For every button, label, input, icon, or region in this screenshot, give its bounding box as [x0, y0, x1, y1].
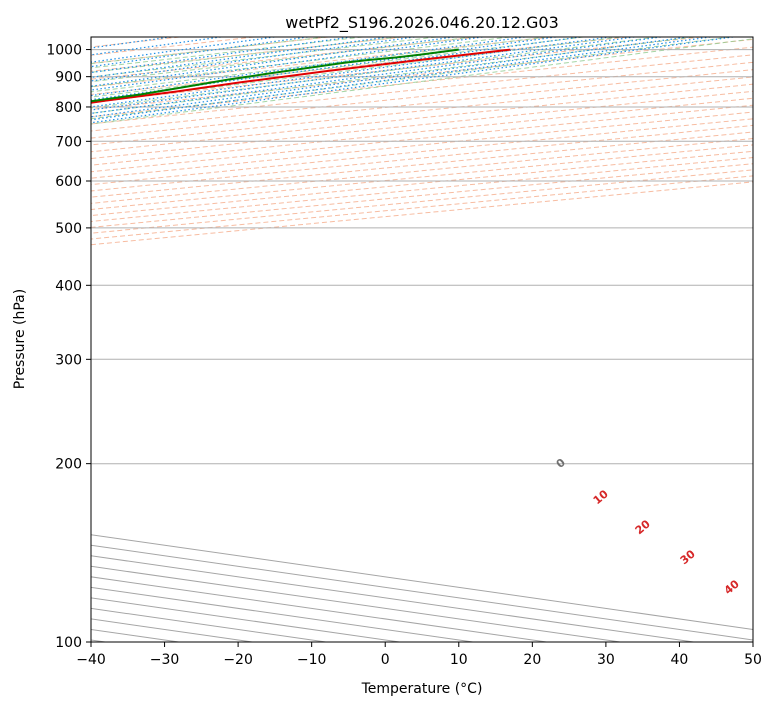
moist-adiabat: [91, 37, 584, 98]
moist-adiabat: [91, 37, 547, 93]
mixing-ratio-line: [91, 37, 581, 104]
mixing-ratio-line: [91, 37, 661, 115]
moist-adiabat: [91, 38, 753, 125]
x-axis: −40 −30 −20 −10 0 10 20 30 40 50: [76, 642, 762, 668]
moist-adiabat: [91, 37, 437, 78]
mixing-ratio-line: [91, 37, 275, 63]
x-axis-label: Temperature (°C): [361, 681, 483, 697]
temperature-marker-label: 30: [678, 547, 698, 567]
isotherm: [91, 586, 473, 642]
mixing-ratio-line: [91, 37, 483, 91]
moist-adiabat: [91, 37, 510, 88]
dry-adiabat: [91, 76, 753, 146]
y-tick-label: 900: [55, 70, 82, 86]
dry-adiabat: [91, 37, 404, 72]
dry-adiabat: [91, 54, 753, 125]
y-tick-label: 100: [55, 635, 82, 651]
x-tick-label: 20: [523, 652, 541, 668]
x-tick-label: −30: [150, 652, 180, 668]
mixing-ratio-line: [91, 37, 611, 108]
dry-adiabat: [91, 37, 627, 96]
dry-adiabat: [91, 37, 553, 88]
dry-adiabat: [91, 61, 753, 132]
plot-frame: [90, 36, 754, 643]
isotherm: [91, 544, 753, 641]
moist-adiabat: [91, 37, 400, 73]
background-lines: [91, 37, 753, 642]
isotherm: [91, 618, 253, 642]
dry-adiabat: [91, 175, 753, 240]
moist-adiabat: [91, 37, 473, 83]
y-tick-label: 400: [55, 278, 82, 294]
dry-adiabat: [91, 37, 329, 64]
mixing-ratio-line: [91, 37, 352, 74]
moist-adiabat: [91, 37, 363, 69]
x-tick-label: 10: [450, 652, 468, 668]
moist-adiabat: [91, 37, 657, 109]
isotherm: [91, 597, 400, 642]
y-tick-label: 500: [55, 221, 82, 237]
dry-adiabat: [91, 37, 478, 80]
dry-adiabat: [91, 150, 753, 217]
dry-adiabat: [91, 37, 254, 56]
isotherm: [91, 534, 753, 630]
y-tick-label: 1000: [46, 43, 82, 59]
moist-adiabat: [91, 37, 731, 120]
y-tick-label: 700: [55, 134, 82, 150]
temperature-marker-label: 40: [722, 577, 742, 597]
dry-adiabat: [91, 90, 753, 160]
temperature-marker-label: 10: [591, 487, 611, 507]
dry-adiabat: [91, 163, 753, 228]
line-labels: 0.10.20.40.611.52346810131620253036-100-…: [554, 456, 742, 598]
dry-adiabat: [91, 131, 753, 198]
x-tick-label: 40: [671, 652, 689, 668]
mixing-ratio-line: [91, 37, 308, 68]
x-tick-label: 30: [597, 652, 615, 668]
moist-adiabat: [91, 37, 326, 65]
y-axis: 1000 900 800 700 600 500 400 300 200 100: [46, 43, 91, 651]
y-axis-label: Pressure (hPa): [12, 289, 28, 389]
y-tick-label: 200: [55, 457, 82, 473]
x-tick-label: −10: [297, 652, 327, 668]
mixing-ratio-line: [91, 37, 688, 118]
isotherm: [91, 576, 547, 642]
mixing-ratio-line: [91, 37, 635, 111]
x-tick-label: −40: [76, 652, 106, 668]
dry-adiabat: [91, 38, 753, 110]
y-tick-label: 600: [55, 174, 82, 190]
x-tick-label: 0: [381, 652, 390, 668]
dry-adiabat: [91, 144, 753, 210]
temperature-marker-label: 20: [633, 517, 653, 537]
isotherm: [91, 607, 326, 642]
dry-adiabat: [91, 157, 753, 222]
y-tick-label: 800: [55, 100, 82, 116]
x-tick-label: −20: [223, 652, 253, 668]
y-tick-label: 300: [55, 352, 82, 368]
chart-title: wetPf2_S196.2026.046.20.12.G03: [285, 13, 559, 33]
x-tick-label: 50: [744, 652, 762, 668]
